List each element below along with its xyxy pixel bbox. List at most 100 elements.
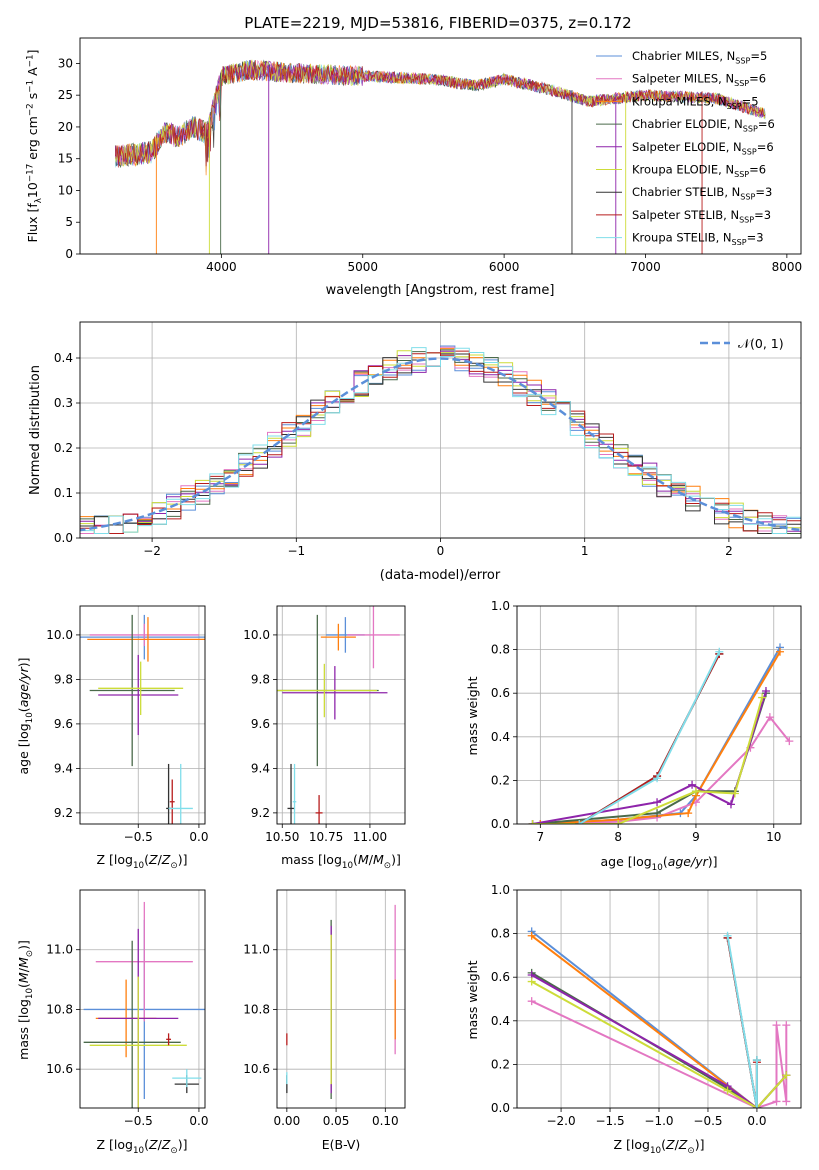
mass-weight-marker xyxy=(772,1021,781,1030)
label-run: =3 xyxy=(755,185,772,199)
label-run: Chabrier MILES, N xyxy=(632,49,735,63)
label-run: =5 xyxy=(742,94,759,108)
label-run: / xyxy=(158,1137,163,1152)
ticks: 10.50 10.75 11.00 9.2 9.4 9.6 9.8 10.0 xyxy=(243,628,387,844)
ticks: −0.5 0.0 10.6 10.8 11.0 xyxy=(46,943,208,1128)
label-run: =6 xyxy=(749,72,766,86)
mass-weight-marker xyxy=(765,713,774,722)
label-run: M xyxy=(16,972,31,983)
axes-age-vs-Z: −0.5 0.0 9.2 9.4 9.6 9.8 10.0 xyxy=(46,605,208,844)
tick-label-y: 1.0 xyxy=(491,599,510,613)
label-run: SSP xyxy=(727,102,742,111)
tick-label-y: 0.2 xyxy=(491,1057,510,1071)
tick-label-y: 10.6 xyxy=(46,1062,73,1076)
label-run: 10 xyxy=(652,863,663,873)
label-run: SSP xyxy=(732,238,747,247)
label-run: / xyxy=(675,1137,680,1152)
mass-weight-line xyxy=(540,646,781,824)
ticks: 4000 5000 6000 7000 8000 0 5 10 15 20 25 30 xyxy=(58,56,802,274)
plot-content xyxy=(528,643,794,824)
legend-label: Salpeter ELODIE, NSSP=6 xyxy=(632,140,774,156)
label-run: Z xyxy=(148,852,158,867)
tick-label-x: 0.0 xyxy=(747,1114,766,1128)
label-run: )] xyxy=(391,852,401,867)
tick-label-x: 11.00 xyxy=(353,830,387,844)
tick-label-y: 0.6 xyxy=(491,970,510,984)
label-run: SSP xyxy=(743,125,758,134)
histogram-step xyxy=(80,347,801,534)
label-run: A xyxy=(25,67,40,80)
label-run: ( xyxy=(144,852,149,867)
tick-label-y: 10.8 xyxy=(46,1002,73,1016)
label-run: ( xyxy=(661,1137,666,1152)
tick-label-x: 1 xyxy=(581,544,589,558)
tick-label-y: 20 xyxy=(58,120,73,134)
ticks: 0.00 0.05 0.10 10.6 10.8 11.0 xyxy=(243,943,398,1128)
tick-label-x: 0.0 xyxy=(189,1114,208,1128)
label-run: ] xyxy=(25,50,40,55)
label-run: 10 xyxy=(342,861,353,871)
tick-label-y: 9.8 xyxy=(251,672,270,686)
label-run: ( xyxy=(663,854,668,869)
gridlines xyxy=(277,890,405,1108)
mass-weight-marker xyxy=(772,1097,781,1106)
label-run: 10 xyxy=(25,712,35,723)
tick-label-x: −1.5 xyxy=(595,1114,624,1128)
tick-label-y: 10 xyxy=(58,183,73,197)
ticks: −2.0 −1.5 −1.0 −0.5 0.0 0.0 0.2 0.4 0.6 0.8 1.0 xyxy=(491,883,767,1128)
mwZ-ylabel: mass weight xyxy=(465,960,480,1039)
label-run: −1 xyxy=(25,54,35,67)
mass-weight-marker xyxy=(730,789,739,798)
plot-content xyxy=(277,606,400,824)
label-run: ⊙ xyxy=(384,861,391,871)
tick-label-x: 7 xyxy=(537,830,545,844)
label-run: Z xyxy=(148,1137,158,1152)
label-run: (0, 1) xyxy=(750,336,784,351)
label-run: Z [log xyxy=(97,1137,133,1152)
tick-label-x: 7000 xyxy=(630,260,661,274)
label-run: M xyxy=(358,852,369,867)
mass-weight-marker xyxy=(723,1086,732,1095)
mass-weight-marker xyxy=(575,820,584,824)
label-run: SSP xyxy=(734,170,749,179)
mass-weight-line xyxy=(531,935,758,1108)
spectrum-line xyxy=(114,60,766,168)
label-run: 𝒩 xyxy=(738,336,753,351)
tick-label-y: 0.0 xyxy=(491,817,510,831)
tick-label-x: 0.10 xyxy=(372,1114,399,1128)
tick-label-y: 9.4 xyxy=(54,761,73,775)
mass-weight-marker xyxy=(653,798,662,807)
label-run: =6 xyxy=(758,117,775,131)
label-run: Chabrier ELODIE, N xyxy=(632,117,743,131)
mass-weight-line xyxy=(531,1000,788,1108)
mass-weight-marker xyxy=(782,1097,791,1106)
tick-label-x: 0.00 xyxy=(273,1114,300,1128)
label-run: SSP xyxy=(742,147,757,156)
ageZ-ylabel: age [log10(age/yr)] xyxy=(16,657,35,774)
label-run: 10 xyxy=(25,182,40,198)
label-run: Salpeter ELODIE, N xyxy=(632,140,742,154)
label-run: mass [log xyxy=(281,852,342,867)
label-run: erg cm xyxy=(25,116,40,164)
plot-content xyxy=(527,927,791,1108)
tick-label-y: 1.0 xyxy=(491,883,510,897)
tick-label-y: 0 xyxy=(65,247,73,261)
label-run: −17 xyxy=(25,164,35,182)
tick-label-y: 9.8 xyxy=(54,672,73,686)
label-run: / xyxy=(16,967,31,972)
mass-weight-marker xyxy=(688,780,697,789)
axes-mass-weight-vs-Z: −2.0 −1.5 −1.0 −0.5 0.0 0.0 0.2 0.4 0.6 0.8 1.0 xyxy=(491,883,802,1128)
mass-weight-marker xyxy=(785,737,794,746)
massZ-xlabel: Z [log10(Z/Z⊙)] xyxy=(97,1137,188,1156)
tick-label-y: 0.8 xyxy=(491,643,510,657)
axes-frame xyxy=(516,605,802,825)
tick-label-y: 25 xyxy=(58,88,73,102)
tick-label-y: 9.4 xyxy=(251,761,270,775)
label-run: 10 xyxy=(133,1146,144,1156)
gaussian-curve xyxy=(80,357,801,532)
legend-label: Kroupa STELIB, NSSP=3 xyxy=(632,231,764,247)
mass-weight-marker xyxy=(527,997,536,1006)
label-run: ( xyxy=(16,707,31,712)
mass-weight-marker xyxy=(684,809,693,818)
axes-frame xyxy=(79,37,802,255)
